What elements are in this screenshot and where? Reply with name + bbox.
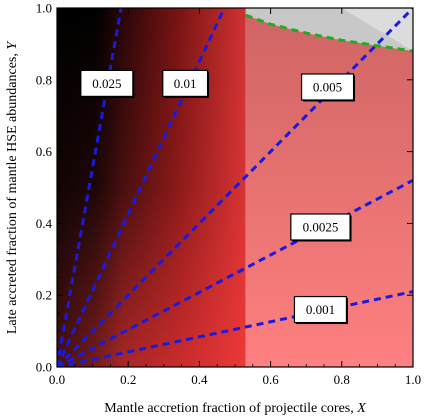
line-label-3: 0.005	[300, 73, 356, 102]
y-axis-label-var: Y	[5, 40, 20, 50]
axis-ticks: 0.0 0.2 0.4 0.6 0.8 1.0 0.0 0.2 0.4 0.6 0.8 1.0	[36, 1, 421, 388]
series-lines	[57, 8, 413, 367]
label-text: 0.0025	[303, 219, 339, 234]
series-line-1	[57, 8, 123, 367]
x-tick-label: 0.8	[334, 372, 350, 387]
label-box	[80, 69, 134, 97]
y-tick-label: 0.2	[36, 288, 52, 303]
x-tick-label: 0.2	[120, 372, 136, 387]
y-axis-label: Late accreted fraction of mantle HSE abu…	[5, 40, 20, 335]
label-text: 0.005	[313, 79, 342, 94]
x-tick-label: 0.4	[191, 372, 208, 387]
plot-background	[57, 8, 413, 367]
label-box	[293, 295, 348, 324]
label-box	[300, 73, 355, 101]
series-line-3	[57, 8, 413, 367]
y-tick-label: 0.4	[36, 216, 53, 231]
x-tick-label: 0.0	[49, 372, 65, 387]
series-line-4	[57, 178, 413, 367]
y-tick-label: 0.0	[36, 360, 52, 375]
series-line-5	[57, 290, 413, 367]
label-box	[162, 69, 209, 97]
x-axis-label-main: Mantle accretion fraction of projectile …	[104, 401, 357, 416]
line-label-2: 0.01	[162, 69, 210, 98]
line-label-5: 0.001	[293, 295, 348, 325]
excluded-region-highlight	[341, 8, 413, 52]
x-axis-label: Mantle accretion fraction of projectile …	[104, 401, 366, 416]
label-text: 0.025	[92, 76, 121, 91]
x-tick-label: 0.6	[262, 372, 279, 387]
x-axis-label-var: X	[356, 401, 366, 416]
y-axis-label-main: Late accreted fraction of mantle HSE abu…	[5, 50, 20, 335]
y-tick-label: 1.0	[36, 1, 52, 16]
line-labels: 0.025 0.01 0.005 0.0025 0.001	[80, 69, 356, 325]
label-box	[290, 213, 351, 241]
label-text: 0.001	[306, 302, 335, 317]
label-text: 0.01	[174, 76, 197, 91]
series-line-2	[57, 8, 226, 367]
y-tick-label: 0.8	[36, 72, 52, 87]
x-tick-label: 1.0	[405, 372, 421, 387]
y-tick-label: 0.6	[36, 144, 53, 159]
line-label-4: 0.0025	[290, 213, 352, 242]
line-label-1: 0.025	[80, 69, 135, 98]
